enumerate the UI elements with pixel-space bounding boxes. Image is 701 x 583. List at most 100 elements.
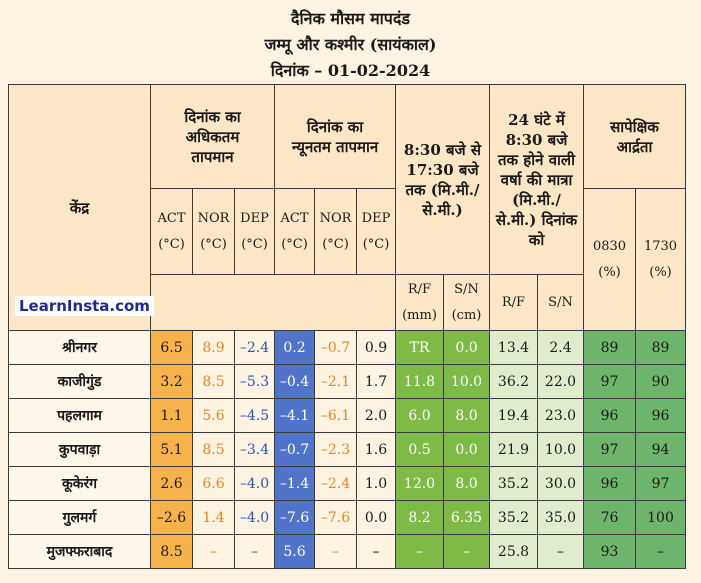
cell-max-nor: – [192,534,235,569]
cell-rh0830: 96 [583,466,636,501]
cell-max-act: –2.6 [150,500,193,535]
cell-min-nor: –2.3 [314,432,357,467]
header-max-nor: NOR (°C) [192,188,235,275]
cell-rh1730: 100 [635,500,686,535]
cell-rh1730: – [635,534,686,569]
cell-rh0830: 97 [583,432,636,467]
cell-sn24: 2.4 [537,330,584,365]
header-rel-humidity: सापेक्षिक आर्द्रता [583,84,686,189]
cell-station: कूकेरंग [8,466,151,501]
cell-max-act: 1.1 [150,398,193,433]
cell-max-act: 6.5 [150,330,193,365]
cell-max-dep: –3.4 [234,432,275,467]
cell-sn: 8.0 [443,466,490,501]
table-row: पहलगाम 1.1 5.6 –4.5 –4.1 –6.1 2.0 6.0 8.0 19.4 23.… [8,398,686,433]
header-rh-0830: 0830 (%) [583,188,636,331]
cell-rf24: 21.9 [489,432,538,467]
cell-sn: 6.35 [443,500,490,535]
cell-rf24: 13.4 [489,330,538,365]
cell-rh1730: 94 [635,432,686,467]
header-rf: R/F (mm) [395,274,444,331]
watermark-logo: LearnInsta.com [15,296,154,316]
cell-min-dep: – [356,534,396,569]
cell-rf24: 35.2 [489,466,538,501]
cell-max-nor: 6.6 [192,466,235,501]
cell-min-nor: –0.7 [314,330,357,365]
cell-min-nor: –7.6 [314,500,357,535]
cell-min-dep: 0.9 [356,330,396,365]
cell-rf24: 19.4 [489,398,538,433]
table-row: गुलमर्ग –2.6 1.4 –4.0 –7.6 –7.6 0.0 8.2 6.35 35.2… [8,500,686,535]
cell-min-dep: 1.7 [356,364,396,399]
cell-max-nor: 8.5 [192,432,235,467]
cell-rh0830: 97 [583,364,636,399]
report-titles: दैनिक मौसम मापदंड जम्मू और कश्मीर (सायंक… [0,0,701,84]
cell-rh1730: 90 [635,364,686,399]
cell-station: मुजफ्फराबाद [8,534,151,569]
cell-min-act: –0.4 [274,364,315,399]
header-rf24: R/F [489,274,538,331]
cell-rh0830: 89 [583,330,636,365]
cell-sn: 0.0 [443,432,490,467]
cell-min-act: –1.4 [274,466,315,501]
cell-station: कुपवाड़ा [8,432,151,467]
cell-rf: 12.0 [395,466,444,501]
cell-sn: 10.0 [443,364,490,399]
cell-station: काजीगुंड [8,364,151,399]
cell-sn24: 35.0 [537,500,584,535]
cell-rh0830: 93 [583,534,636,569]
cell-max-act: 2.6 [150,466,193,501]
weather-table: केंद्र दिनांक का अधिकतम तापमान दिनांक का… [8,84,686,569]
report-title: दैनिक मौसम मापदंड [291,9,410,28]
table-body: श्रीनगर 6.5 8.9 –2.4 0.2 –0.7 0.9 TR 0.0 13.4 2.4 8… [8,330,686,569]
cell-min-dep: 1.6 [356,432,396,467]
cell-sn24: 23.0 [537,398,584,433]
cell-rf: TR [395,330,444,365]
cell-max-act: 8.5 [150,534,193,569]
cell-max-nor: 1.4 [192,500,235,535]
header-rain-24h: 24 घंटे में 8:30 बजे तक होने वाली वर्षा … [489,84,584,275]
cell-rf: 6.0 [395,398,444,433]
cell-min-dep: 2.0 [356,398,396,433]
cell-max-dep: –5.3 [234,364,275,399]
header-min-dep: DEP (°C) [356,188,396,275]
cell-rf24: 25.8 [489,534,538,569]
cell-max-act: 3.2 [150,364,193,399]
header-min-nor: NOR (°C) [314,188,357,275]
header-min-act: ACT (°C) [274,188,315,275]
header-rain-today: 8:30 बजे से 17:30 बजे तक (मि.मी./ से.मी.… [395,84,490,275]
table-row: कुपवाड़ा 5.1 8.5 –3.4 –0.7 –2.3 1.6 0.5 0.0 21.9 1… [8,432,686,467]
cell-station: श्रीनगर [8,330,151,365]
cell-sn: 0.0 [443,330,490,365]
cell-min-nor: – [314,534,357,569]
cell-rh1730: 89 [635,330,686,365]
cell-min-nor: –6.1 [314,398,357,433]
cell-max-nor: 8.5 [192,364,235,399]
report-date: दिनांक – 01-02-2024 [270,61,431,80]
header-max-temp: दिनांक का अधिकतम तापमान [150,84,275,189]
header-sn: S/N (cm) [443,274,490,331]
cell-rf24: 36.2 [489,364,538,399]
cell-station: गुलमर्ग [8,500,151,535]
cell-rh1730: 96 [635,398,686,433]
cell-rh1730: 97 [635,466,686,501]
table-row: मुजफ्फराबाद 8.5– –5.6– – – –25.8–93– [8,534,686,569]
cell-sn24: – [537,534,584,569]
cell-sn24: 22.0 [537,364,584,399]
table-row: कूकेरंग 2.6 6.6 –4.0 –1.4 –2.4 1.0 12.0 8.0 35.2 3… [8,466,686,501]
cell-sn24: 10.0 [537,432,584,467]
cell-max-nor: 5.6 [192,398,235,433]
cell-sn: 8.0 [443,398,490,433]
cell-min-nor: –2.4 [314,466,357,501]
cell-max-nor: 8.9 [192,330,235,365]
header-min-temp: दिनांक का न्यूनतम तापमान [274,84,396,189]
cell-min-act: 5.6 [274,534,315,569]
cell-rh0830: 96 [583,398,636,433]
cell-min-nor: –2.1 [314,364,357,399]
cell-min-dep: 1.0 [356,466,396,501]
table-row: काजीगुंड 3.2 8.5 –5.3 –0.4 –2.1 1.7 11.8 10.0 36.… [8,364,686,399]
cell-rf: 11.8 [395,364,444,399]
cell-max-act: 5.1 [150,432,193,467]
header-max-dep: DEP (°C) [234,188,275,275]
cell-station: पहलगाम [8,398,151,433]
